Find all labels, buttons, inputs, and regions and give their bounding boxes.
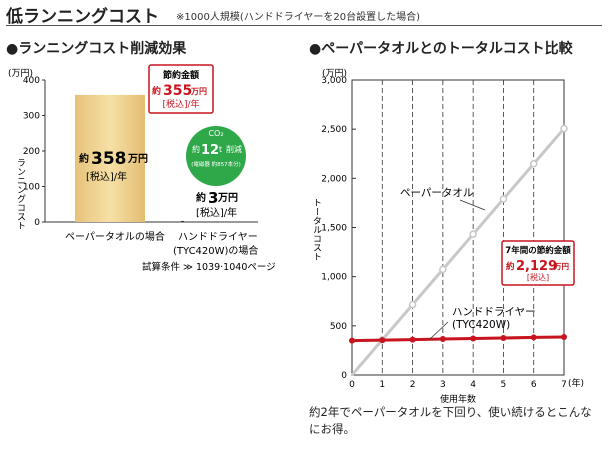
line-x-tick-label: 0 (349, 380, 355, 390)
hand-dryer-point (349, 337, 355, 344)
savings-box-value: 355 (163, 83, 192, 99)
line-x-tick-label: 6 (531, 380, 537, 390)
line-chart-caption: 約2年でペーパータオルを下回り、使い続けるとこんなにお得。 (309, 405, 592, 436)
line-x-tick-label: 4 (470, 380, 476, 390)
paper-towel-point (529, 160, 538, 168)
hand-dryer-point (439, 336, 446, 343)
dryer-bar-label-prefix: 約 (196, 191, 206, 204)
paper-bar-label-tax: [税込]/年 (86, 170, 127, 183)
series-label-paper-towel: ペーパータオル (400, 187, 473, 199)
section-title-right: ●ペーパータオルとのトータルコスト比較 (309, 41, 573, 57)
paper-towel-point (408, 300, 417, 309)
series-label-hand-dryer-line1: ハンドドライヤー (452, 306, 536, 318)
co2-badge-suffix: 削減 (226, 144, 242, 154)
line-y-tick-label: 500 (330, 322, 347, 332)
paper-towel-point (499, 195, 508, 203)
total-savings-title: 7年間の節約金額 (505, 245, 571, 256)
hand-dryer-point (409, 336, 416, 343)
total-cost-line-chart: (万円) トータルコスト 0 500 1,000 1,500 2,000 2,500 3,0… (311, 68, 584, 405)
bar-y-tick-label: 400 (23, 76, 40, 86)
co2-badge (186, 126, 246, 186)
heading-divider (6, 25, 602, 26)
total-savings-value: 2,129 (516, 259, 557, 274)
bar-category-dryer-line2: (TYC420W)の場合 (173, 244, 258, 257)
line-y-tick-label: 3,000 (321, 76, 347, 86)
series-label-paper-leader (459, 199, 486, 211)
bar-category-dryer: ハンドドライヤー (TYC420W)の場合 (173, 231, 261, 257)
bar-y-tick-label: 0 (34, 218, 40, 228)
bar-y-tick-label: 200 (23, 147, 40, 157)
line-y-tick-label: 2,500 (321, 125, 347, 135)
line-y-tick-label: 1,000 (321, 273, 347, 283)
paper-towel-point (469, 230, 477, 238)
bar-y-tick-label: 100 (23, 183, 40, 193)
line-x-tick-label: 3 (440, 380, 446, 390)
hand-dryer-point (379, 337, 386, 344)
total-savings-box (501, 240, 575, 286)
co2-badge-note: (電磁器 約857本分) (191, 160, 241, 168)
bar-paper-towel (75, 94, 145, 222)
hand-dryer-point (500, 335, 507, 342)
line-x-tick-label: 2 (410, 380, 416, 390)
bar-category-paper: ペーパータオルの場合 (65, 230, 165, 243)
dryer-bar-label-unit: 万円 (217, 192, 238, 204)
total-savings-prefix: 約 (506, 261, 515, 272)
savings-box-prefix: 約 (152, 85, 161, 97)
line-x-axis-label: 使用年数 (440, 393, 476, 405)
page-title: 低ランニングコスト (6, 7, 159, 27)
bar-y-axis-label: ランニングコスト (15, 158, 26, 230)
section-title-left: ●ランニングコスト削減効果 (6, 41, 187, 57)
savings-box (148, 64, 214, 114)
line-plot-frame (351, 79, 565, 376)
total-savings-unit: 万円 (553, 262, 569, 271)
line-y-tick-label: 1,500 (321, 224, 347, 234)
hand-dryer-point (470, 335, 477, 342)
dryer-bar-label-value: 3 (208, 189, 218, 207)
line-x-tick-label: 7 (561, 380, 567, 390)
line-y-tick-label: 2,000 (321, 174, 347, 184)
savings-box-tax: [税込]/年 (162, 98, 199, 110)
paper-bar-label-value: 358 (91, 149, 127, 169)
series-label-hand-dryer-line2: (TYC420W) (452, 319, 510, 331)
line-x-ticks: 0 1 2 3 4 5 6 7 (349, 380, 567, 390)
bar-y-tick-label: 300 (23, 112, 40, 122)
line-y-tick-label: 0 (341, 371, 347, 381)
paper-bar-label-unit: 万円 (127, 153, 148, 165)
series-paper-towel-line (350, 127, 566, 376)
hand-dryer-point (561, 333, 567, 340)
savings-box-unit: 万円 (190, 87, 207, 96)
line-y-axis-label: トータルコスト (311, 198, 322, 261)
hand-dryer-point (530, 334, 537, 341)
bar-unit-label: (万円) (8, 68, 33, 79)
line-grid (381, 80, 535, 375)
paper-bar-label-prefix: 約 (79, 152, 89, 165)
line-y-ticks: 0 500 1,000 1,500 2,000 2,500 3,000 (321, 76, 356, 381)
heading-note: ※1000人規模(ハンドドライヤーを20台設置した場合) (176, 12, 421, 23)
line-x-tick-label: 5 (501, 380, 507, 390)
series-hand-dryer-line (351, 335, 565, 343)
total-savings-tax: [税込] (527, 272, 549, 282)
bar-y-ticks: 0 100 200 300 400 (23, 76, 45, 228)
line-unit-label: (万円) (322, 68, 347, 79)
series-label-dryer-leader (429, 321, 449, 340)
savings-box-title: 節約金額 (162, 69, 199, 81)
line-x-unit: (年) (568, 377, 584, 389)
co2-badge-value: 12 (201, 143, 219, 158)
co2-badge-unit: t (219, 145, 222, 154)
series-hand-dryer-points (349, 333, 567, 344)
line-x-tick-label: 1 (379, 380, 385, 390)
paper-towel-point (439, 265, 447, 274)
co2-badge-prefix: 約 (192, 144, 200, 154)
paper-towel-point (560, 124, 568, 133)
bar-category-dryer-line1: ハンドドライヤー (178, 231, 258, 243)
co2-badge-title: CO₂ (208, 129, 223, 138)
dryer-bar-label-tax: [税込]/年 (196, 206, 237, 219)
running-cost-bar-chart: (万円) ランニングコスト 0 100 200 300 400 約 358 万円 [税込… (8, 64, 276, 273)
bar-footnote: 試算条件 ≫ 1039·1040ページ (142, 261, 276, 273)
series-label-hand-dryer: ハンドドライヤー (TYC420W) (452, 306, 539, 331)
bar-hand-dryer (181, 220, 184, 222)
